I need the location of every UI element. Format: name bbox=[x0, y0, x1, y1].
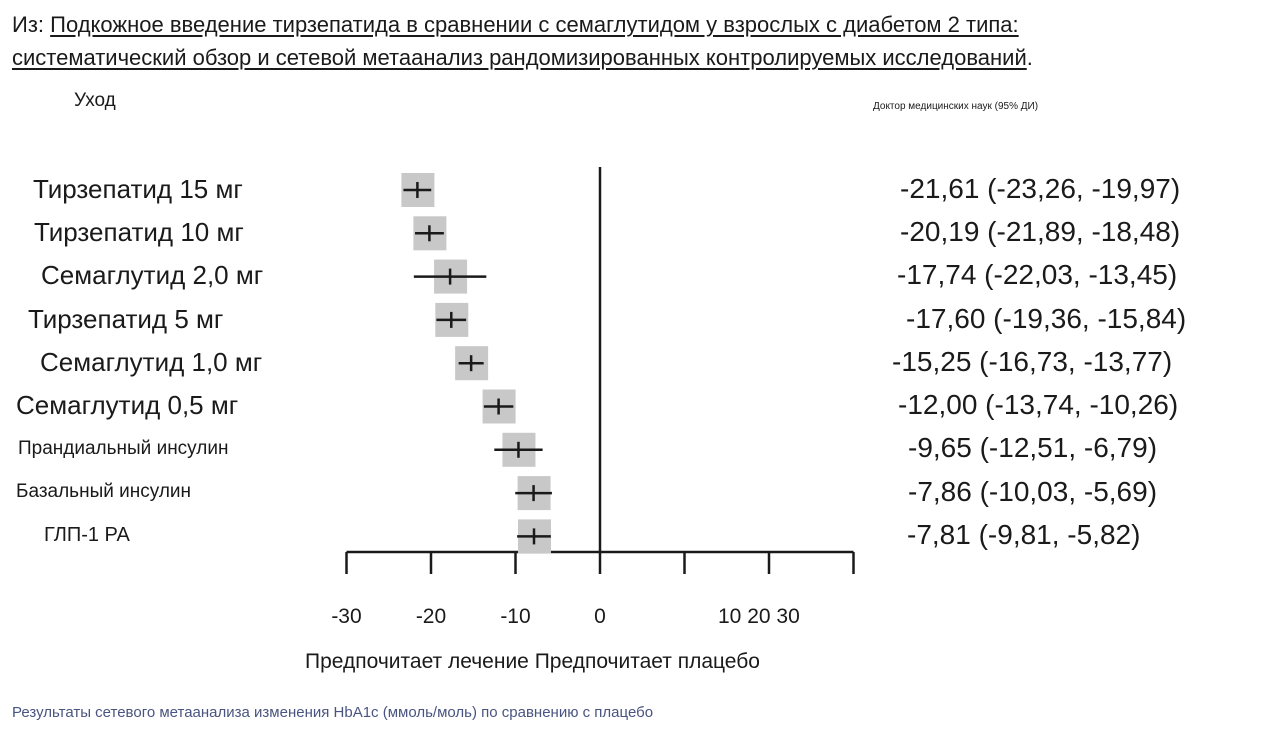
treatment-label: Семаглутид 0,5 мг bbox=[16, 390, 239, 421]
treatment-label: Базальный инсулин bbox=[16, 481, 192, 503]
md-value-text: -20,19 (-21,89, -18,48) bbox=[900, 215, 1181, 247]
treatment-label: Семаглутид 1,0 мг bbox=[40, 347, 263, 378]
treatment-label: ГЛП-1 РА bbox=[44, 524, 130, 546]
figure-caption: Результаты сетевого метаанализа изменени… bbox=[12, 704, 654, 721]
x-tick-label-right: 10 20 30 bbox=[718, 605, 800, 628]
treatment-label: Прандиальный инсулин bbox=[18, 438, 229, 460]
x-tick-label: -10 bbox=[500, 605, 530, 628]
article-title-link-part-2[interactable]: систематический обзор и сетевой метаанал… bbox=[12, 45, 1027, 70]
figure-header: Из: Подкожное введение тирзепатида в сра… bbox=[12, 8, 1262, 74]
md-value-text: -15,25 (-16,73, -13,77) bbox=[892, 345, 1173, 377]
header-period: . bbox=[1026, 45, 1033, 70]
md-value-text: -7,86 (-10,03, -5,69) bbox=[908, 475, 1158, 507]
md-value-text: -7,81 (-9,81, -5,82) bbox=[907, 519, 1141, 551]
article-title-link-part-1[interactable]: Подкожное введение тирзепатида в сравнен… bbox=[50, 12, 1019, 37]
md-value-text: -9,65 (-12,51, -6,79) bbox=[908, 432, 1158, 464]
header-prefix: Из: bbox=[12, 12, 51, 37]
treatment-label: Тирзепатид 5 мг bbox=[28, 303, 224, 334]
md-value-text: -21,61 (-23,26, -19,97) bbox=[900, 172, 1181, 204]
x-tick-label: -30 bbox=[331, 605, 361, 628]
column-header-treatment: Уход bbox=[74, 90, 116, 111]
md-value-text: -12,00 (-13,74, -10,26) bbox=[898, 389, 1179, 421]
x-tick-label: 0 bbox=[594, 605, 606, 628]
treatment-label: Тирзепатид 10 мг bbox=[34, 217, 244, 248]
x-axis-label: Предпочитает лечение Предпочитает плацеб… bbox=[305, 650, 760, 673]
column-header-md: Доктор медицинских наук (95% ДИ) bbox=[873, 101, 1039, 112]
header-line-1: Из: Подкожное введение тирзепатида в сра… bbox=[12, 8, 1262, 41]
treatment-label: Тирзепатид 15 мг bbox=[33, 173, 243, 204]
header-line-2: систематический обзор и сетевой метаанал… bbox=[12, 41, 1262, 74]
x-tick-label: -20 bbox=[416, 605, 446, 628]
md-value-text: -17,60 (-19,36, -15,84) bbox=[906, 302, 1187, 334]
md-value-text: -17,74 (-22,03, -13,45) bbox=[897, 259, 1178, 291]
treatment-label: Семаглутид 2,0 мг bbox=[41, 260, 264, 291]
